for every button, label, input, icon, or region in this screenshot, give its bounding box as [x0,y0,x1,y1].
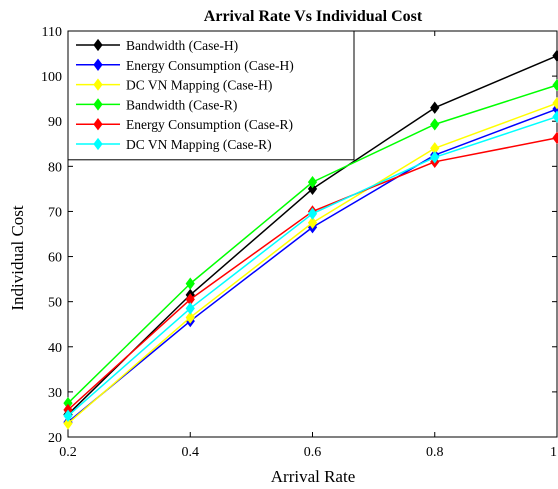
y-tick-label: 20 [48,431,62,446]
x-tick-label: 0.4 [182,445,200,460]
legend: Bandwidth (Case-H) Energy Consumption (Ca… [68,31,354,160]
x-axis-title: Arrival Rate [271,467,356,486]
legend-label: DC VN Mapping (Case-R) [126,137,272,152]
y-tick-label: 80 [48,160,62,175]
x-tick-label: 1 [550,445,557,460]
y-axis-title: Individual Cost [8,205,27,311]
data-point [553,132,558,143]
y-tick-label: 110 [42,25,62,40]
data-point [553,80,558,91]
y-tick-label: 30 [48,386,62,401]
y-tick-label: 90 [48,115,62,130]
y-tick-label: 40 [48,341,62,356]
x-tick-label: 0.2 [59,445,77,460]
y-tick-label: 50 [48,296,62,311]
data-point [553,98,558,109]
legend-label: Energy Consumption (Case-H) [126,58,294,73]
data-point [553,50,558,61]
legend-label: Energy Consumption (Case-R) [126,117,293,132]
y-tick-label: 100 [41,70,62,85]
legend-label: Bandwidth (Case-H) [126,38,238,53]
x-tick-label: 0.8 [426,445,444,460]
legend-label: Bandwidth (Case-R) [126,97,237,112]
data-point [308,177,316,188]
x-tick-label: 0.6 [304,445,322,460]
series-line [68,117,557,416]
data-point [431,102,439,113]
data-point [186,303,194,314]
y-tick-label: 70 [48,205,62,220]
y-tick-label: 60 [48,251,62,266]
chart-title: Arrival Rate Vs Individual Cost [204,8,423,25]
data-point [431,119,439,130]
legend-label: DC VN Mapping (Case-H) [126,78,272,93]
data-point [553,111,558,122]
